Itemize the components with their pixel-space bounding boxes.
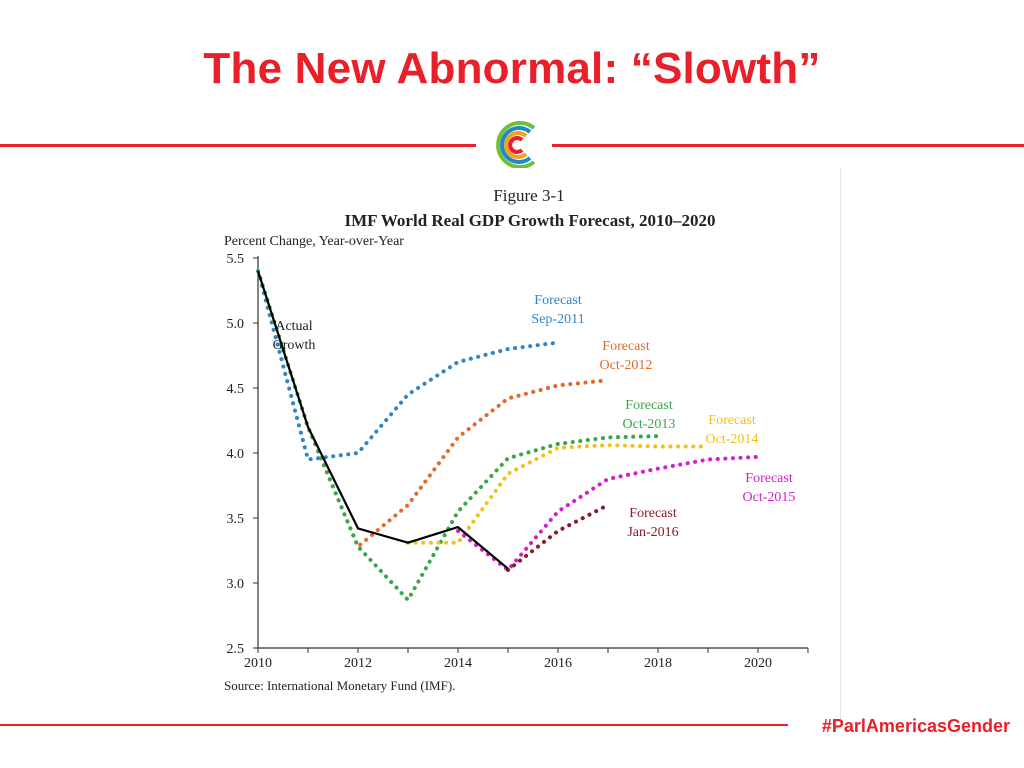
figure-panel: Figure 3-1 IMF World Real GDP Growth For… bbox=[212, 168, 841, 724]
series-label-forecast-jan-2016: Forecast bbox=[629, 506, 677, 521]
chart-axes: 2.5 3.0 3.5 4.0 4.5 5.0 5.5 2010 2012 2014 2016 201… bbox=[227, 252, 809, 671]
series-line-forecast-sep-2011 bbox=[256, 269, 560, 462]
x-tick-label: 2012 bbox=[344, 656, 372, 671]
series-label-actual-growth: Actual bbox=[275, 319, 312, 334]
chart-source: Source: International Monetary Fund (IMF… bbox=[224, 678, 455, 693]
chart-title: IMF World Real GDP Growth Forecast, 2010… bbox=[345, 211, 716, 230]
footer-rule bbox=[0, 724, 788, 726]
y-axis-label: Percent Change, Year-over-Year bbox=[224, 234, 404, 249]
series-line-forecast-jan-2016 bbox=[506, 503, 610, 572]
title-rule-left bbox=[0, 144, 476, 147]
series-label-forecast-oct-2013: Oct-2013 bbox=[623, 417, 676, 432]
series-label-forecast-sep-2011: Forecast bbox=[534, 293, 582, 308]
series-label-forecast-oct-2014: Forecast bbox=[708, 413, 756, 428]
x-tick-label: 2016 bbox=[544, 656, 572, 671]
series-line-forecast-oct-2014 bbox=[406, 443, 710, 545]
figure-label: Figure 3-1 bbox=[493, 186, 564, 205]
series-layer bbox=[256, 269, 760, 602]
y-tick-label: 4.0 bbox=[227, 447, 245, 462]
y-tick-label: 2.5 bbox=[227, 642, 245, 657]
series-label-forecast-oct-2012: Oct-2012 bbox=[600, 358, 653, 373]
series-label-forecast-oct-2013: Forecast bbox=[625, 398, 673, 413]
slide-title: The New Abnormal: “Slowth” bbox=[203, 44, 821, 93]
x-tick-label: 2018 bbox=[644, 656, 672, 671]
x-tick-label: 2010 bbox=[244, 656, 272, 671]
series-label-forecast-oct-2015: Oct-2015 bbox=[743, 490, 796, 505]
series-label-forecast-oct-2014: Oct-2014 bbox=[706, 432, 759, 447]
y-tick-label: 3.0 bbox=[227, 577, 245, 592]
series-line-forecast-oct-2012 bbox=[256, 269, 610, 549]
series-label-forecast-sep-2011: Sep-2011 bbox=[531, 312, 584, 327]
gdp-forecast-chart: Figure 3-1 IMF World Real GDP Growth For… bbox=[224, 186, 809, 693]
x-tick-label: 2014 bbox=[444, 656, 472, 671]
series-label-forecast-oct-2012: Forecast bbox=[602, 339, 650, 354]
series-line-forecast-oct-2013 bbox=[256, 269, 660, 602]
series-label-forecast-jan-2016: Jan-2016 bbox=[627, 525, 678, 540]
y-tick-label: 5.0 bbox=[227, 317, 245, 332]
hashtag-label: #ParlAmericasGender bbox=[821, 716, 1010, 736]
series-label-layer: Actual Growth Forecast Sep-2011 Forecast Oct-… bbox=[273, 293, 796, 540]
series-line-actual-growth bbox=[256, 270, 509, 570]
y-tick-label: 5.5 bbox=[227, 252, 245, 267]
series-label-actual-growth: Growth bbox=[273, 338, 316, 353]
x-tick-label: 2020 bbox=[744, 656, 772, 671]
title-rule-right bbox=[552, 144, 1024, 147]
y-tick-label: 3.5 bbox=[227, 512, 245, 527]
y-tick-label: 4.5 bbox=[227, 382, 245, 397]
series-line-forecast-oct-2015 bbox=[456, 454, 760, 572]
series-label-forecast-oct-2015: Forecast bbox=[745, 471, 793, 486]
concentric-arcs-logo-icon bbox=[496, 121, 536, 169]
